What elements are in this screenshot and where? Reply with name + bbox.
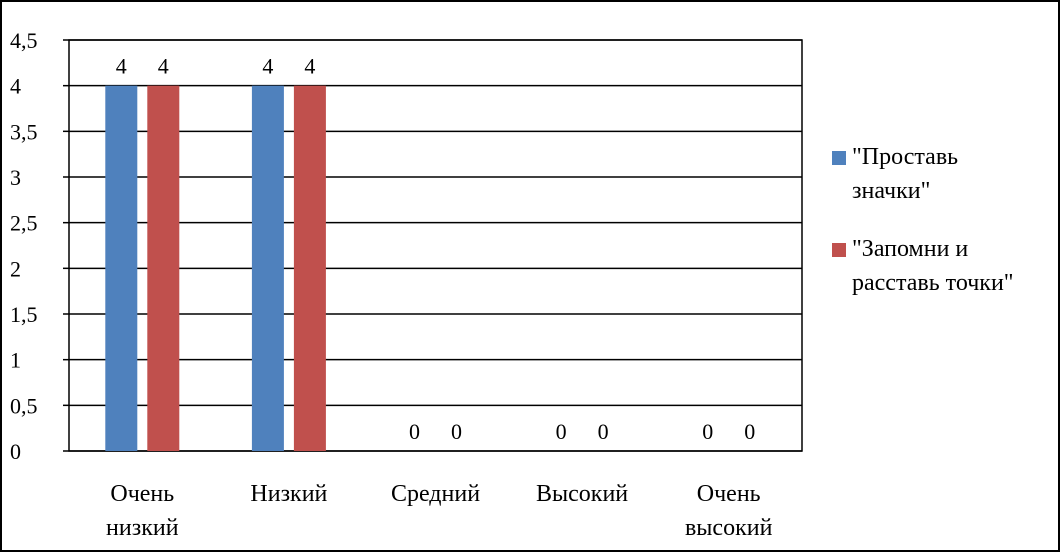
bar <box>251 85 284 452</box>
y-tick-label: 1,5 <box>10 302 38 327</box>
bar <box>293 85 326 452</box>
y-tick-label: 4 <box>10 74 21 99</box>
data-label: 4 <box>158 54 169 79</box>
y-tick-label: 4,5 <box>10 28 38 53</box>
data-label: 0 <box>702 419 713 444</box>
y-tick-label: 2,5 <box>10 211 38 236</box>
data-label: 0 <box>451 419 462 444</box>
bar <box>105 85 138 452</box>
x-category-label: высокий <box>685 515 773 541</box>
bar <box>147 85 180 452</box>
data-label: 4 <box>304 54 315 79</box>
data-label: 4 <box>262 54 273 79</box>
legend-label: значки" <box>852 178 930 204</box>
data-label: 0 <box>744 419 755 444</box>
legend-swatch <box>832 243 846 257</box>
legend-label: "Проставь <box>852 144 958 170</box>
legend-label: "Запомни и <box>852 236 968 262</box>
x-category-label: Низкий <box>250 481 327 507</box>
data-label: 0 <box>556 419 567 444</box>
y-tick-label: 0 <box>10 439 21 464</box>
x-category-label: Очень <box>110 481 174 507</box>
legend-swatch <box>832 151 846 165</box>
x-category-label: Средний <box>391 481 480 507</box>
x-category-label: низкий <box>106 515 179 541</box>
x-category-label: Высокий <box>536 481 628 507</box>
legend-label: расставь точки" <box>852 270 1014 296</box>
y-tick-label: 0,5 <box>10 393 38 418</box>
y-tick-label: 1 <box>10 348 21 373</box>
y-tick-label: 2 <box>10 256 21 281</box>
data-label: 4 <box>116 54 127 79</box>
y-tick-label: 3,5 <box>10 119 38 144</box>
data-label: 0 <box>409 419 420 444</box>
x-category-label: Очень <box>697 481 761 507</box>
data-label: 0 <box>598 419 609 444</box>
y-tick-label: 3 <box>10 165 21 190</box>
